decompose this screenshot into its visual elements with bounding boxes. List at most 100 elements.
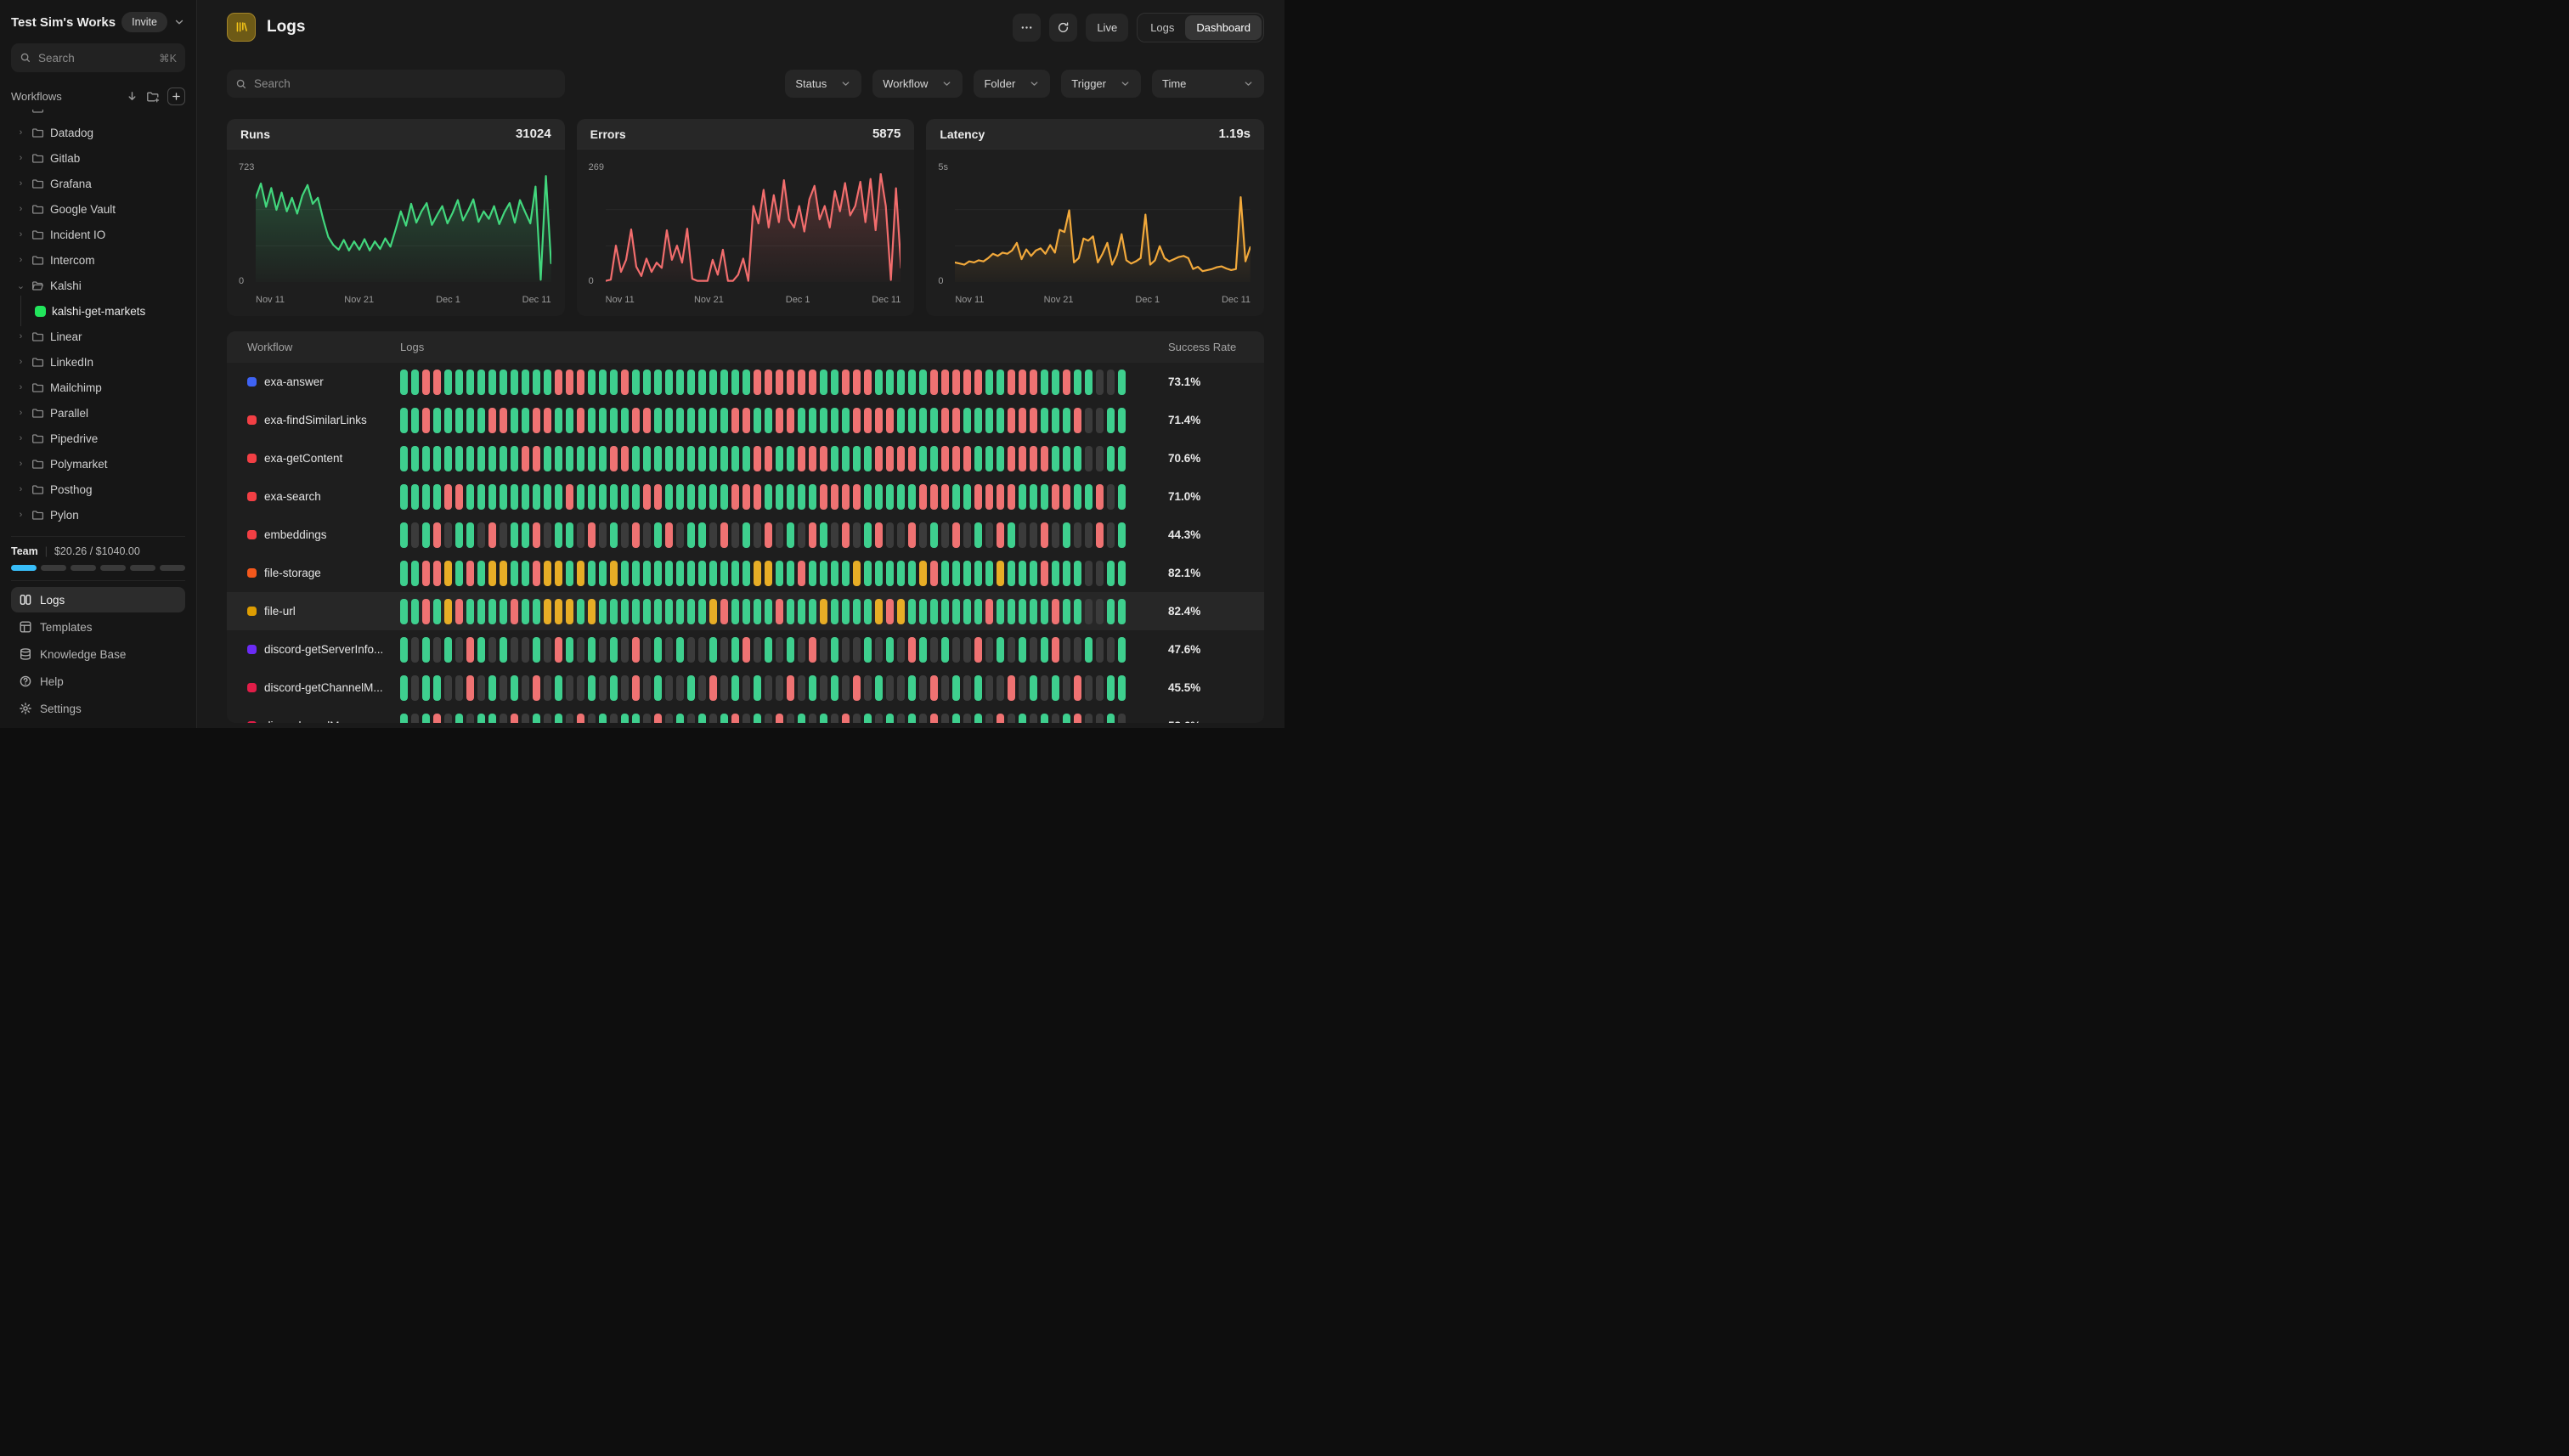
sidebar-folder-grafana[interactable]: › Grafana (11, 171, 185, 196)
workflow-name: exa-answer (264, 375, 400, 388)
y-axis-max-label: 5s (938, 162, 948, 172)
chevron-down-icon (941, 78, 952, 89)
filter-time[interactable]: Time (1152, 70, 1264, 98)
card-value: 5875 (872, 127, 901, 141)
workflow-color-dot (247, 530, 257, 539)
table-row-discord-getChannelM[interactable]: discord-getChannelM... 45.5% (227, 669, 1264, 707)
logs-search-input[interactable]: Search (227, 70, 565, 98)
sidebar-item-logs[interactable]: Logs (11, 587, 185, 612)
column-logs: Logs (400, 341, 1129, 353)
filter-workflow[interactable]: Workflow (872, 70, 963, 98)
sidebar-workflow-kalshi-get-markets[interactable]: kalshi-get-markets (11, 298, 185, 324)
table-row-exa-answer[interactable]: exa-answer 73.1% (227, 363, 1264, 401)
filter-trigger[interactable]: Trigger (1061, 70, 1141, 98)
table-row-file-url[interactable]: file-url 82.4% (227, 592, 1264, 630)
table-row-exa-findSimilarLinks[interactable]: exa-findSimilarLinks 71.4% (227, 401, 1264, 439)
success-rate-value: 71.4% (1168, 414, 1200, 426)
log-history-bars (400, 522, 1129, 548)
errors-card: Errors5875 269 0 Nov 11 Nov 21 Dec 1 Dec… (577, 119, 915, 316)
add-workflow-button[interactable] (167, 87, 185, 105)
folder-icon (31, 254, 44, 267)
sidebar-folder-resend[interactable]: › Resend (11, 528, 185, 531)
tab-logs[interactable]: Logs (1139, 15, 1185, 40)
more-options-button[interactable] (1013, 14, 1041, 42)
view-toggle: Logs Dashboard (1137, 13, 1264, 42)
sidebar-item-knowledge-base[interactable]: Knowledge Base (11, 641, 185, 667)
table-row-discord-getServerInfo[interactable]: discord-getServerInfo... 47.6% (227, 630, 1264, 669)
team-label: Team (11, 545, 38, 557)
folder-icon (31, 356, 44, 369)
live-button[interactable]: Live (1086, 14, 1128, 42)
x-axis-ticks: Nov 11 Nov 21 Dec 1 Dec 11 (955, 295, 1251, 307)
gear-icon (19, 702, 32, 715)
filter-chips: Status Workflow Folder Trigger Time (785, 70, 1264, 98)
workflow-folder-list: › › Datadog › Gitlab › Grafana › Google … (11, 110, 185, 531)
chevron-down-icon (1120, 78, 1131, 89)
folder-icon (31, 483, 44, 496)
sidebar-folder-datadog[interactable]: › Datadog (11, 120, 185, 145)
log-history-bars (400, 599, 1129, 624)
sidebar-item-templates[interactable]: Templates (11, 614, 185, 640)
sidebar-item-settings[interactable]: Settings (11, 696, 185, 721)
sort-arrow-down-icon[interactable] (126, 90, 138, 103)
table-row-exa-getContent[interactable]: exa-getContent 70.6% (227, 439, 1264, 477)
table-header: Workflow Logs Success Rate (227, 331, 1264, 363)
sidebar-folder-google-vault[interactable]: › Google Vault (11, 196, 185, 222)
refresh-button[interactable] (1049, 14, 1077, 42)
table-row-embeddings[interactable]: embeddings 44.3% (227, 516, 1264, 554)
logs-icon (19, 593, 32, 607)
chevron-down-icon (840, 78, 851, 89)
success-rate-value: 44.3% (1168, 528, 1200, 541)
metric-cards: Runs31024 723 0 Nov 11 Nov 21 Dec 1 Dec … (227, 119, 1264, 316)
sidebar-folder-pipedrive[interactable]: › Pipedrive (11, 426, 185, 451)
sidebar-folder-kalshi[interactable]: ⌄ Kalshi (11, 273, 185, 298)
workflow-name: file-storage (264, 567, 400, 579)
latency-chart (955, 173, 1251, 282)
usage-segment (160, 565, 185, 571)
log-history-bars (400, 561, 1129, 586)
success-rate-value: 73.1% (1168, 375, 1200, 388)
workflow-name: exa-search (264, 490, 400, 503)
refresh-icon (1057, 21, 1070, 34)
sidebar-folder-polymarket[interactable]: › Polymarket (11, 451, 185, 477)
table-row-file-storage[interactable]: file-storage 82.1% (227, 554, 1264, 592)
workflow-color-dot (247, 454, 257, 463)
workflow-color-dot (247, 721, 257, 723)
folder-icon (31, 152, 44, 165)
sidebar-search-input[interactable]: Search ⌘K (11, 43, 185, 72)
log-history-bars (400, 484, 1129, 510)
search-icon (235, 78, 247, 90)
folder-icon (31, 432, 44, 445)
folder-icon (31, 127, 44, 139)
table-row-discord-sendMessage[interactable]: discord-sendMessage 53.6% (227, 707, 1264, 723)
workspace-menu-chevron-icon[interactable] (173, 16, 185, 28)
help-icon (19, 674, 32, 688)
new-folder-icon[interactable] (146, 90, 160, 104)
sidebar-folder-linkedin[interactable]: › LinkedIn (11, 349, 185, 375)
workspace-row: Test Sim's Works... Invite (11, 12, 185, 32)
filter-status[interactable]: Status (785, 70, 861, 98)
workflow-name: exa-getContent (264, 452, 400, 465)
folder-icon (31, 203, 44, 216)
toolbar: Live Logs Dashboard (1013, 13, 1264, 42)
table-row-exa-search[interactable]: exa-search 71.0% (227, 477, 1264, 516)
tab-dashboard[interactable]: Dashboard (1185, 15, 1262, 40)
runs-card: Runs31024 723 0 Nov 11 Nov 21 Dec 1 Dec … (227, 119, 565, 316)
sidebar-folder-linear[interactable]: › Linear (11, 324, 185, 349)
workflow-color-dot (247, 377, 257, 387)
sidebar-folder-parallel[interactable]: › Parallel (11, 400, 185, 426)
sidebar-folder-mailchimp[interactable]: › Mailchimp (11, 375, 185, 400)
sidebar-folder-incident-io[interactable]: › Incident IO (11, 222, 185, 247)
folder-icon (31, 229, 44, 241)
main-area: Logs Live Logs Dashboard (197, 0, 1284, 728)
usage-segment (11, 565, 37, 571)
sidebar-item-help[interactable]: Help (11, 669, 185, 694)
invite-button[interactable]: Invite (121, 12, 167, 32)
sidebar-folder-gitlab[interactable]: › Gitlab (11, 145, 185, 171)
app-window: Test Sim's Works... Invite Search ⌘K Wor… (0, 0, 1284, 728)
filter-folder[interactable]: Folder (974, 70, 1050, 98)
sidebar-folder-pylon[interactable]: › Pylon (11, 502, 185, 528)
sidebar-folder-posthog[interactable]: › Posthog (11, 477, 185, 502)
y-axis-max-label: 269 (589, 162, 604, 172)
sidebar-folder-intercom[interactable]: › Intercom (11, 247, 185, 273)
